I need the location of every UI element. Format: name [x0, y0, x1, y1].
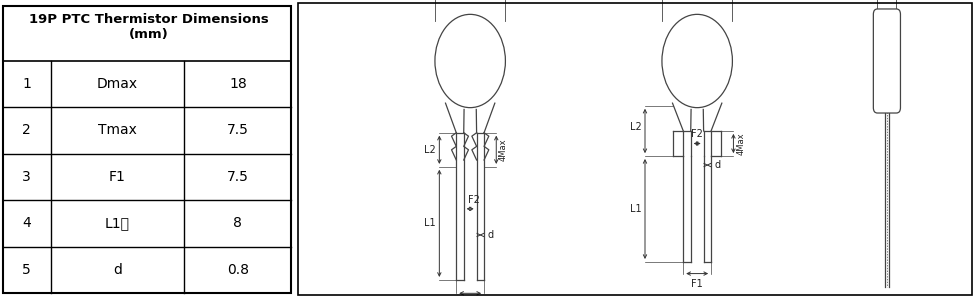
Text: L1: L1 — [630, 204, 642, 214]
Text: F1: F1 — [691, 279, 703, 289]
Text: 5: 5 — [22, 263, 31, 277]
Text: 4: 4 — [22, 216, 31, 230]
Text: 18: 18 — [229, 77, 247, 91]
Text: 4Max: 4Max — [499, 139, 508, 161]
Circle shape — [662, 14, 732, 108]
Text: d: d — [113, 263, 122, 277]
Text: 4Max: 4Max — [736, 132, 745, 155]
Text: L1短: L1短 — [105, 216, 130, 230]
Text: 0.8: 0.8 — [227, 263, 249, 277]
Text: d: d — [715, 160, 721, 170]
Circle shape — [435, 14, 505, 108]
Text: 3: 3 — [22, 170, 31, 184]
Text: L1: L1 — [424, 218, 436, 228]
Text: Tmax: Tmax — [98, 123, 136, 137]
FancyBboxPatch shape — [874, 9, 901, 113]
Text: 2: 2 — [22, 123, 31, 137]
Text: 19P PTC Thermistor Dimensions
(mm): 19P PTC Thermistor Dimensions (mm) — [29, 13, 268, 41]
Text: 8: 8 — [233, 216, 243, 230]
Text: 7.5: 7.5 — [227, 170, 249, 184]
Text: 1: 1 — [22, 77, 31, 91]
Text: Dmax: Dmax — [97, 77, 138, 91]
Text: F2: F2 — [691, 129, 703, 139]
Text: d: d — [488, 230, 493, 240]
Text: L2: L2 — [630, 122, 642, 132]
Text: L2: L2 — [424, 145, 436, 155]
Text: F1: F1 — [109, 170, 126, 184]
Text: F2: F2 — [468, 195, 480, 205]
Text: 7.5: 7.5 — [227, 123, 249, 137]
